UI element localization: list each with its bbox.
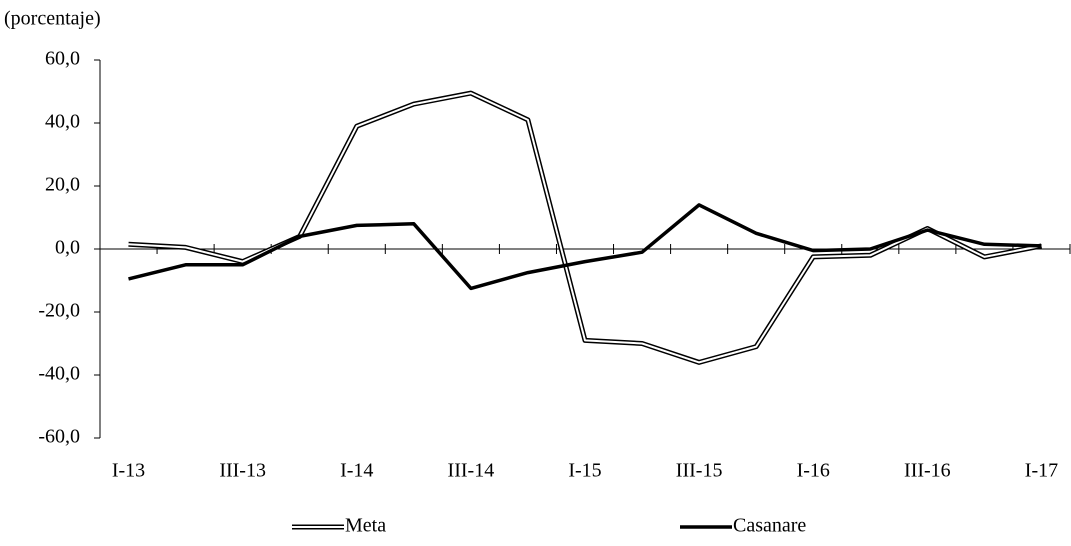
y-axis-label: (porcentaje): [4, 8, 101, 30]
y-tick-label: 0,0: [55, 237, 80, 259]
y-tick-label: -20,0: [38, 300, 80, 322]
series-line: [128, 90, 1042, 365]
y-tick-label: 60,0: [45, 48, 80, 70]
series-line-inner: [128, 92, 1042, 364]
y-tick-label: -40,0: [38, 363, 80, 385]
legend-label: Casanare: [733, 515, 806, 537]
x-tick-label: I-13: [112, 460, 145, 482]
series-line: [128, 203, 1042, 291]
x-tick-label: I-14: [340, 460, 373, 482]
y-tick-label: 20,0: [45, 174, 80, 196]
x-tick-label: I-15: [568, 460, 601, 482]
y-tick-label: 40,0: [45, 111, 80, 133]
x-tick-label: III-15: [676, 460, 723, 482]
x-tick-label: III-14: [448, 460, 495, 482]
x-tick-label: I-17: [1025, 460, 1058, 482]
x-tick-label: III-16: [904, 460, 951, 482]
x-tick-label: III-13: [219, 460, 266, 482]
y-tick-label: -60,0: [38, 426, 80, 448]
x-tick-label: I-16: [797, 460, 830, 482]
legend-label: Meta: [345, 515, 386, 537]
